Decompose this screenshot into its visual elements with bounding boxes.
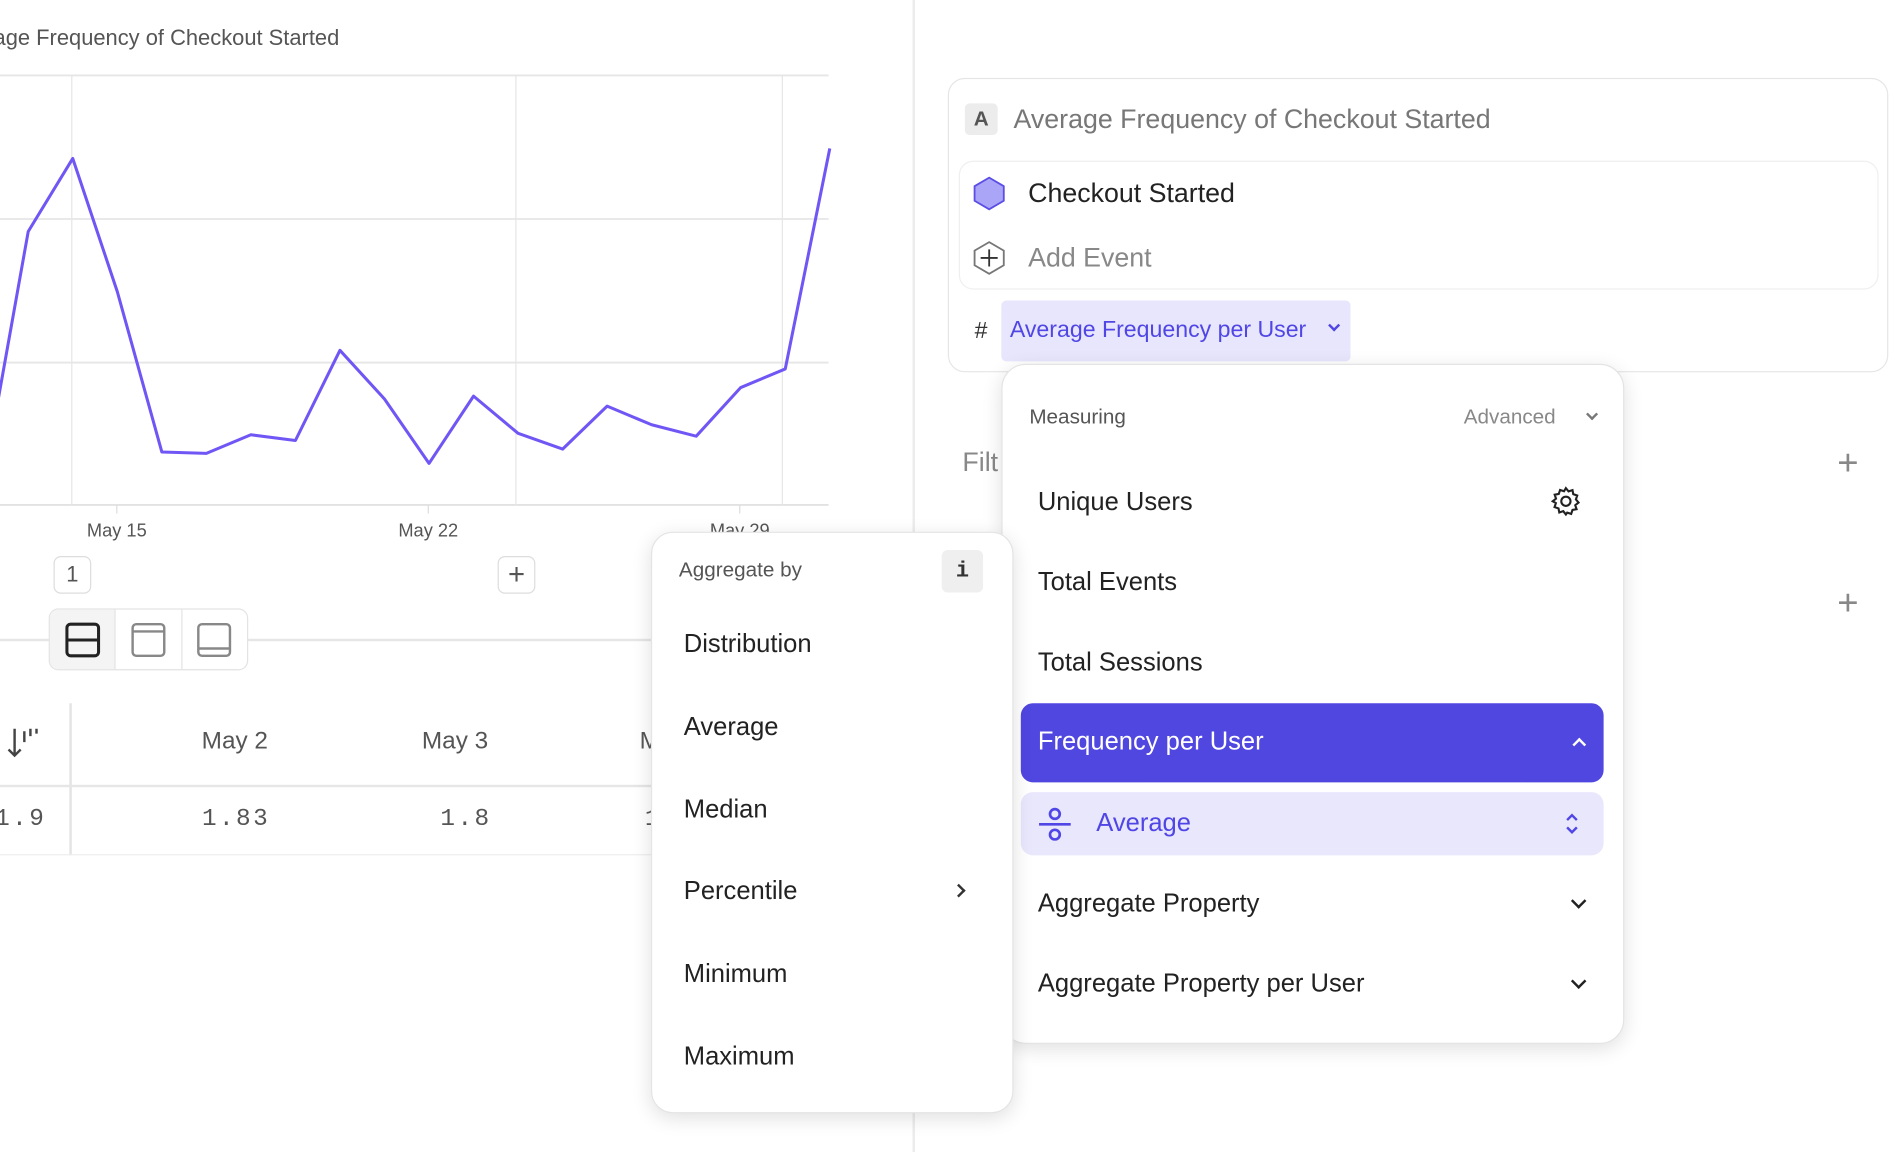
layout-chart-button[interactable] bbox=[116, 609, 183, 670]
metric-name[interactable]: Average Frequency of Checkout Started bbox=[1013, 103, 1491, 134]
add-breakdown-icon[interactable]: + bbox=[1837, 582, 1859, 623]
menu-item-aggregate-property[interactable]: Aggregate Property bbox=[1037, 889, 1260, 918]
line-chart bbox=[0, 74, 832, 514]
aggregate-item-maximum[interactable]: Maximum bbox=[683, 1042, 795, 1071]
column-divider bbox=[69, 703, 72, 856]
event-list bbox=[958, 160, 1879, 290]
metric-letter-badge: A bbox=[964, 103, 998, 136]
menu-item-unique-users[interactable]: Unique Users bbox=[1037, 487, 1193, 516]
updown-chevron-icon bbox=[1566, 813, 1578, 834]
aggregate-item-median[interactable]: Median bbox=[683, 795, 768, 824]
measure-dropdown[interactable]: Average Frequency per User bbox=[1001, 300, 1351, 362]
info-icon[interactable]: i bbox=[941, 549, 984, 593]
x-tick-label: May 22 bbox=[398, 520, 459, 542]
menu-header: Measuring bbox=[1029, 405, 1126, 429]
advanced-toggle[interactable]: Advanced bbox=[1463, 405, 1599, 429]
chart-layout-icon bbox=[131, 622, 166, 657]
series-line bbox=[0, 148, 832, 465]
split-layout-icon bbox=[64, 622, 100, 657]
aggregation-select[interactable]: Average bbox=[1020, 792, 1604, 856]
menu-item-frequency-per-user[interactable]: Frequency per User bbox=[1020, 703, 1604, 783]
divider bbox=[0, 638, 682, 642]
event-name[interactable]: Checkout Started bbox=[1028, 177, 1235, 209]
add-filter-icon[interactable]: + bbox=[1837, 442, 1859, 484]
layout-split-button[interactable] bbox=[49, 609, 116, 670]
layout-table-button[interactable] bbox=[182, 610, 247, 670]
aggregation-value: Average bbox=[1096, 809, 1191, 838]
table-cell: 1.83 bbox=[201, 805, 271, 834]
chevron-down-icon bbox=[1328, 319, 1341, 332]
menu-item-total-events[interactable]: Total Events bbox=[1037, 568, 1178, 597]
table-cell: 1.9 bbox=[0, 805, 47, 834]
chart-title: Average Frequency of Checkout Started bbox=[0, 25, 340, 50]
menu-item-total-sessions[interactable]: Total Sessions bbox=[1037, 648, 1203, 677]
add-event-icon[interactable] bbox=[972, 240, 1006, 277]
column-header[interactable]: May 2 bbox=[201, 727, 268, 755]
measure-value: Average Frequency per User bbox=[1009, 317, 1307, 344]
aggregate-item-distribution[interactable]: Distribution bbox=[683, 630, 812, 659]
chart-grid bbox=[0, 74, 829, 514]
menu-item-label: Frequency per User bbox=[1037, 727, 1264, 756]
aggregate-by-menu bbox=[650, 531, 1014, 1114]
aggregate-item-percentile[interactable]: Percentile bbox=[683, 877, 798, 906]
row-divider bbox=[0, 784, 658, 787]
layout-toggle bbox=[48, 608, 249, 671]
aggregate-item-average[interactable]: Average bbox=[683, 712, 779, 741]
x-tick-label: May 15 bbox=[86, 520, 147, 542]
breakdown-count-button[interactable]: 1 bbox=[53, 556, 92, 594]
add-button[interactable]: + bbox=[497, 556, 536, 594]
menu-item-aggregate-property-per-user[interactable]: Aggregate Property per User bbox=[1037, 969, 1365, 998]
column-header[interactable]: May 3 bbox=[421, 727, 489, 755]
table-cell: 1.8 bbox=[440, 805, 492, 834]
divide-icon bbox=[1039, 807, 1071, 841]
chevron-up-icon bbox=[1572, 737, 1587, 752]
aggregate-item-minimum[interactable]: Minimum bbox=[683, 959, 788, 988]
event-hexagon-icon bbox=[973, 176, 1005, 211]
sort-icon[interactable] bbox=[5, 726, 39, 760]
add-event-button[interactable]: Add Event bbox=[1028, 242, 1152, 273]
table-layout-icon bbox=[197, 622, 232, 657]
filter-label: Filt bbox=[962, 446, 999, 477]
aggregate-menu-header: Aggregate by bbox=[678, 558, 802, 582]
gear-icon[interactable] bbox=[1550, 485, 1582, 517]
hash-icon: # bbox=[974, 318, 988, 345]
row-divider bbox=[0, 854, 658, 856]
advanced-label: Advanced bbox=[1463, 405, 1556, 429]
